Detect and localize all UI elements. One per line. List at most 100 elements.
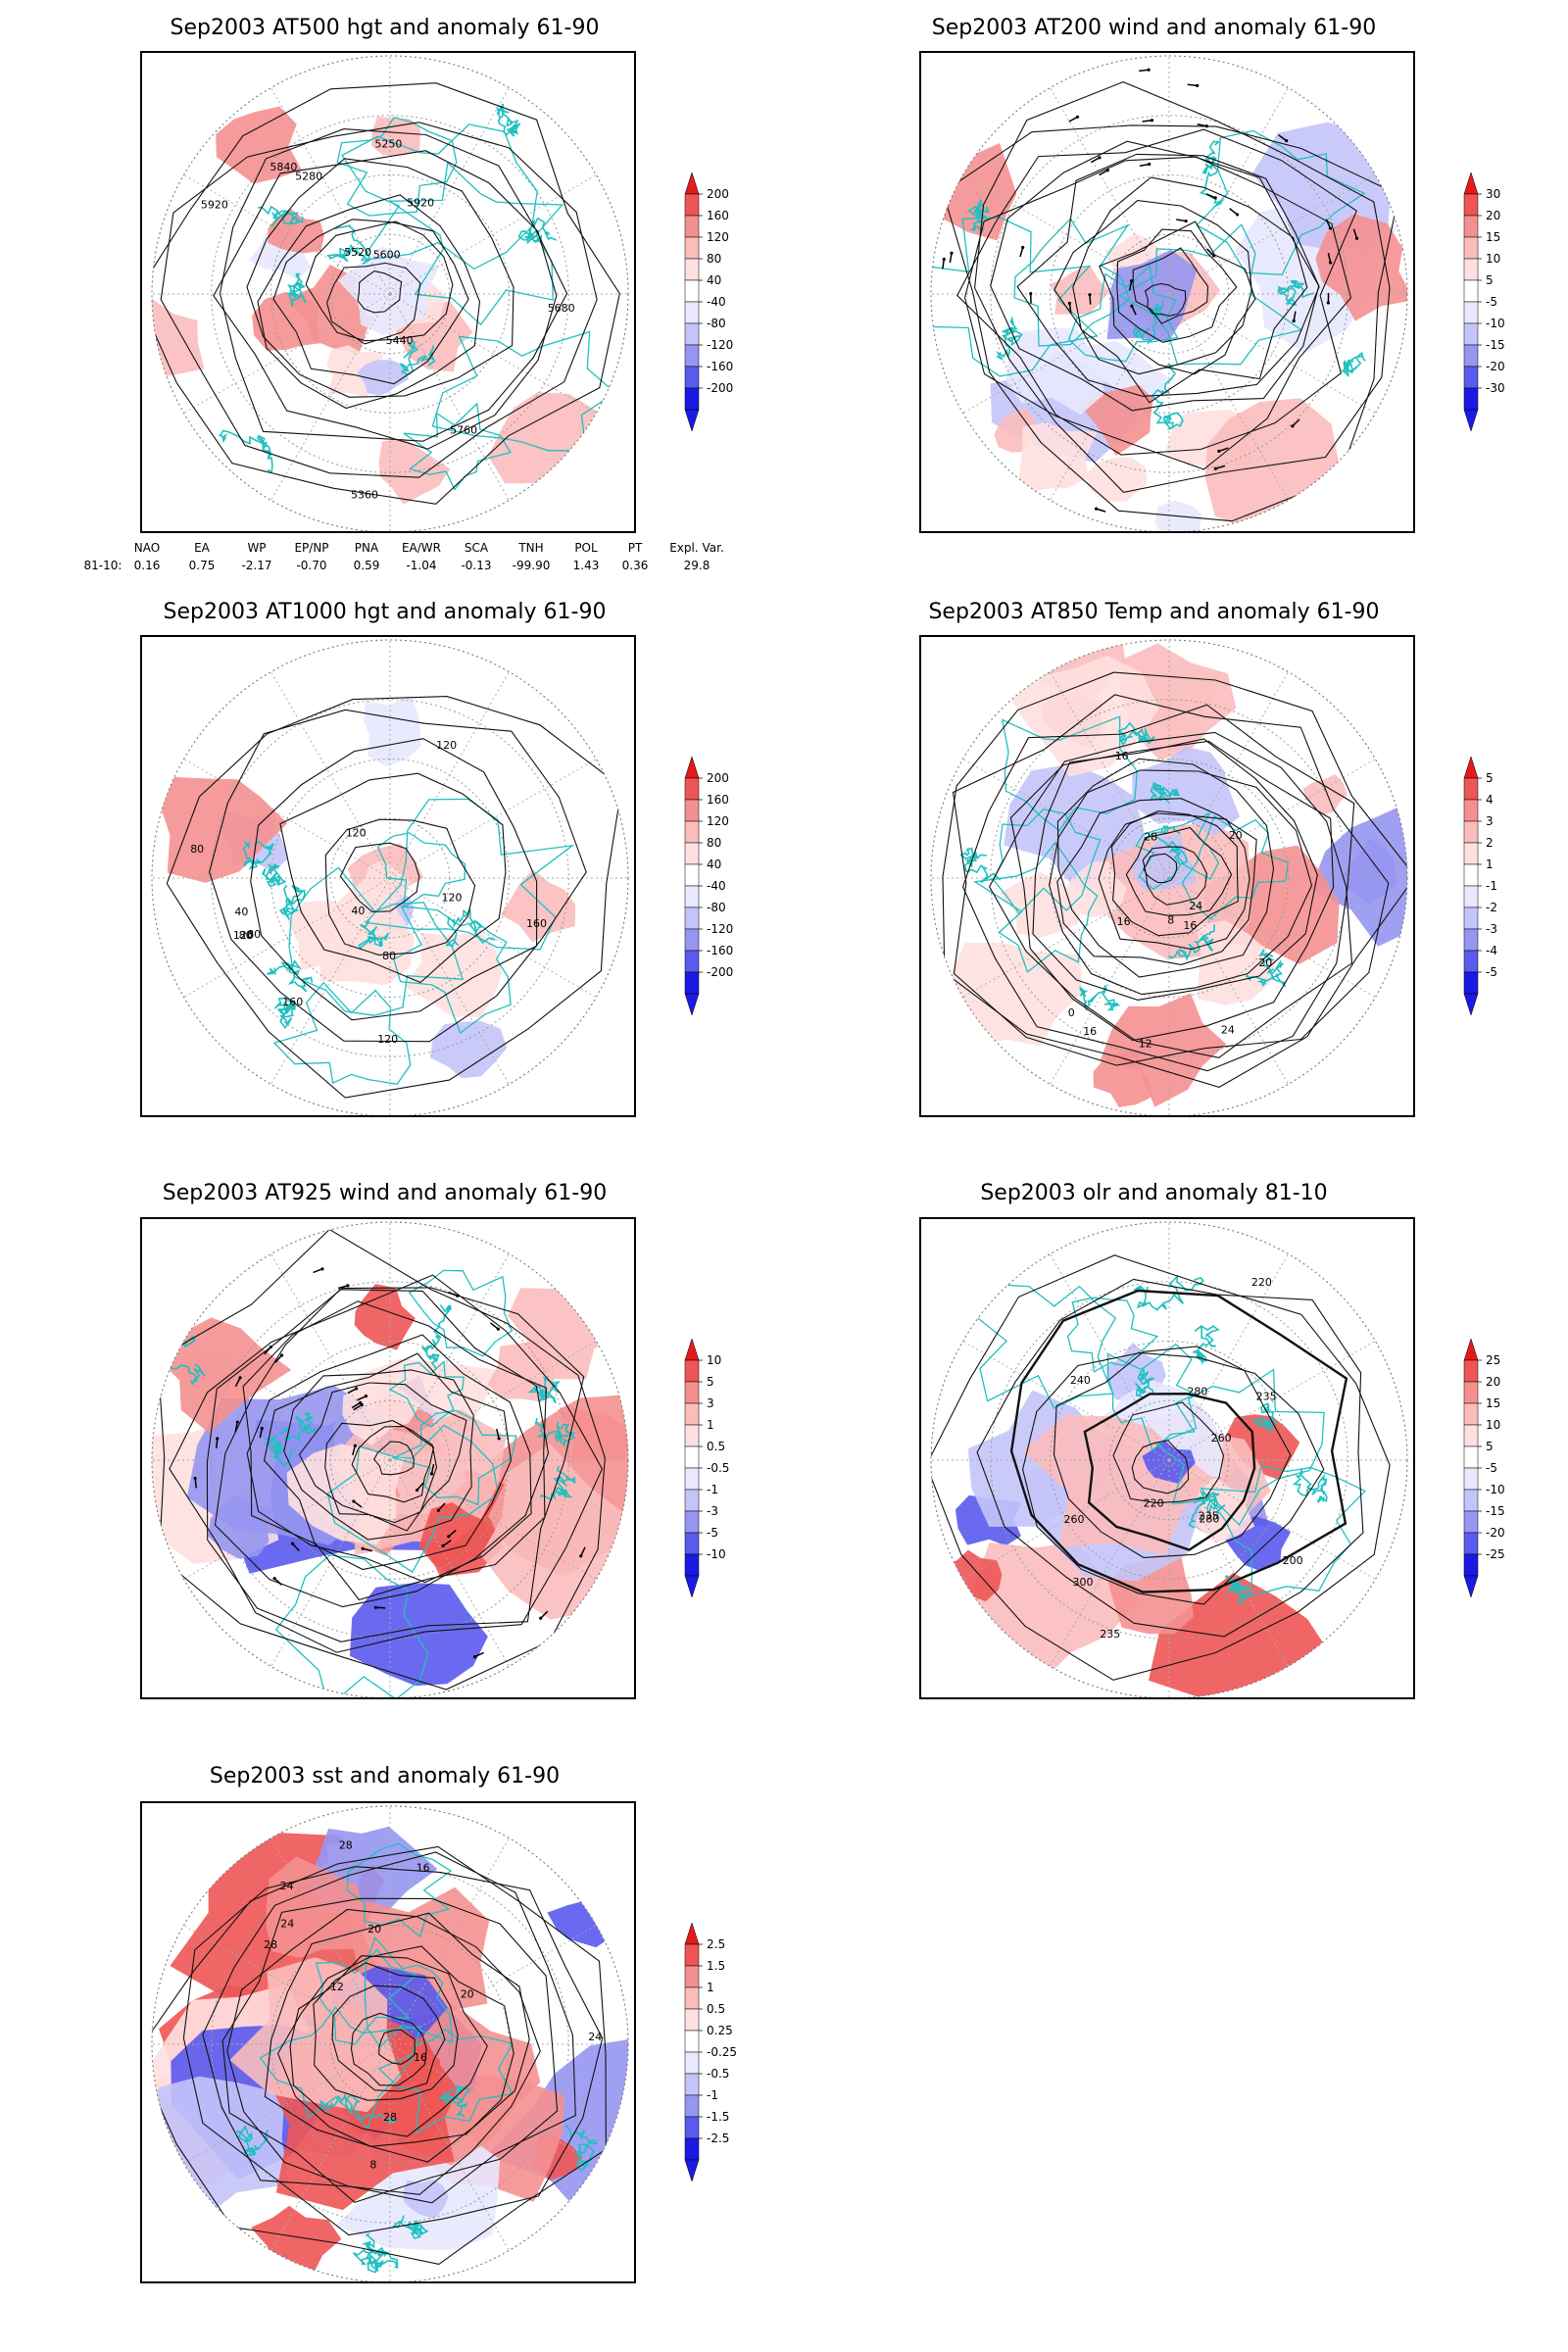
- streamline-arrow: [474, 1651, 484, 1658]
- meridian-line: [270, 293, 391, 501]
- colorbar-tick-label: 120: [707, 814, 729, 828]
- contour-line: [350, 2012, 427, 2086]
- streamline-arrow: [357, 1395, 367, 1401]
- colorbar-segment: [1463, 1489, 1479, 1512]
- coastline: [540, 1465, 576, 1501]
- index-value: 1.43: [572, 559, 600, 572]
- streamline-arrowhead: [539, 1616, 543, 1620]
- streamline-arrowhead: [353, 1444, 357, 1447]
- meridian-line: [1168, 1459, 1376, 1580]
- contour-label: 12: [1139, 1038, 1152, 1051]
- contour-label: 5920: [201, 198, 228, 211]
- landmass-outline: [1181, 814, 1290, 920]
- latitude-circle: [990, 115, 1348, 473]
- anomaly-positive-area: [1302, 774, 1348, 815]
- meridian-line: [389, 1838, 510, 2045]
- contour-line: [166, 696, 622, 1099]
- streamline-arrow: [949, 253, 953, 264]
- colorbar-segment: [684, 1943, 700, 1967]
- contour-label: 5280: [295, 171, 322, 183]
- coastline: [262, 862, 287, 888]
- panel-title-5: Sep2003 AT925 wind and anomaly 61-90: [162, 1181, 608, 1205]
- streamline-arrowhead: [1130, 304, 1134, 308]
- contour-line: [1032, 738, 1318, 1001]
- streamline-arrowhead: [447, 1535, 451, 1539]
- coastline: [286, 272, 307, 307]
- meridian-line: [270, 2043, 391, 2251]
- landmass-outline: [1013, 218, 1131, 347]
- meridian-line: [183, 1341, 391, 1461]
- contour-line: [339, 842, 420, 912]
- streamline-arrow: [1099, 170, 1108, 176]
- coastline: [1245, 949, 1286, 989]
- streamline-arrowhead: [193, 1476, 197, 1481]
- contour-line: [373, 1441, 415, 1476]
- contour-line: [324, 818, 476, 956]
- anomaly-negative-area: [1340, 838, 1397, 905]
- contour-line: [298, 1382, 467, 1532]
- streamline-arrow: [291, 1543, 300, 1551]
- index-header: EA: [194, 541, 210, 555]
- colorbar-segment: [1463, 1359, 1479, 1383]
- colorbar-segment: [684, 1489, 700, 1512]
- streamline-arrowhead: [272, 1576, 276, 1581]
- contour-label: 240: [1070, 1374, 1091, 1387]
- colorbar-segment: [1463, 928, 1479, 952]
- colorbar-tick-label: 20: [1486, 209, 1500, 222]
- coastline: [1252, 1401, 1278, 1434]
- contour-label: 120: [436, 739, 457, 752]
- streamline-arrowhead: [373, 1605, 378, 1609]
- streamline-arrowhead: [346, 1284, 350, 1288]
- contour-line: [1116, 228, 1238, 343]
- streamline-arrow: [337, 1285, 349, 1290]
- meridian-line: [389, 87, 510, 295]
- colorbar-bottom-arrow: [684, 2159, 700, 2182]
- streamline-arrowhead: [1088, 293, 1092, 297]
- meridian-line: [389, 1341, 597, 1461]
- colorbar-tick-label: -3: [707, 1504, 718, 1518]
- colorbar-tick-label: -1.5: [707, 2110, 729, 2124]
- streamline-arrow: [375, 1606, 386, 1609]
- colorbar-segment: [684, 2073, 700, 2096]
- map-edge: [151, 1805, 629, 2281]
- streamline-arrowhead: [279, 1353, 284, 1357]
- streamline-arrow: [274, 1354, 283, 1363]
- colorbar-tick-label: -80: [707, 317, 726, 330]
- coastline: [1341, 351, 1366, 378]
- colorbar-segment: [684, 2094, 700, 2118]
- contour-label: 280: [1199, 1513, 1219, 1526]
- colorbar-segment: [684, 1553, 700, 1577]
- colorbar-segment: [1463, 215, 1479, 238]
- contour-line: [1099, 220, 1256, 375]
- contour-line: [1110, 810, 1239, 937]
- colorbar-segment: [684, 301, 700, 324]
- meridian-line: [962, 1341, 1170, 1461]
- colorbar-tick-label: 3: [707, 1396, 714, 1410]
- streamline-arrowhead: [1354, 236, 1359, 240]
- contour-line: [1098, 812, 1250, 951]
- anomaly-positive-area: [1100, 993, 1227, 1107]
- streamline-arrow: [273, 1577, 282, 1586]
- colorbar-svg-5: 10 5 3 1 0.5 -0.5 -1 -3 -5 -10: [684, 1338, 729, 1598]
- contour-line: [272, 219, 469, 385]
- colorbar-tick-label: 3: [1486, 814, 1494, 828]
- contour-line: [1009, 1289, 1348, 1593]
- colorbar-segment: [1463, 842, 1479, 865]
- landmass-outline: [377, 2028, 514, 2135]
- colorbar-tick-label: -200: [707, 965, 733, 979]
- streamline-arrowhead: [415, 1488, 419, 1493]
- streamline-arrow: [1352, 228, 1358, 239]
- colorbar-segment: [684, 215, 700, 238]
- contour-label: 12: [330, 1981, 344, 1993]
- map-disk: 16 12 16 20 0 8 16 24 28 20 24 16: [931, 640, 1407, 1115]
- colorbar-tick-label: -5: [1486, 965, 1497, 979]
- contour-line: [213, 150, 558, 450]
- landmass-outline: [963, 1283, 1117, 1409]
- coastline: [421, 1303, 452, 1369]
- colorbar-segment: [1463, 236, 1479, 260]
- contour-label: 5520: [344, 246, 371, 259]
- landmass-outline: [259, 2006, 421, 2130]
- streamline-arrowhead: [472, 1655, 477, 1659]
- contour-line: [264, 1912, 530, 2163]
- contour-line: [976, 1278, 1364, 1638]
